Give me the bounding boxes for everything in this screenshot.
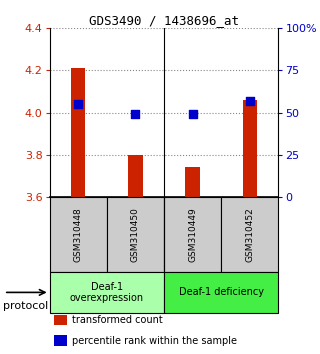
Bar xyxy=(243,100,257,197)
Bar xyxy=(54,315,67,325)
Text: Deaf-1
overexpression: Deaf-1 overexpression xyxy=(70,281,144,303)
Bar xyxy=(164,197,221,272)
Bar xyxy=(107,197,164,272)
Bar xyxy=(50,197,107,272)
Point xyxy=(247,98,252,104)
Title: GDS3490 / 1438696_at: GDS3490 / 1438696_at xyxy=(89,14,239,27)
Point xyxy=(133,112,138,117)
Bar xyxy=(221,197,278,272)
Point xyxy=(76,101,81,107)
Text: GSM310448: GSM310448 xyxy=(74,207,83,262)
Text: GSM310450: GSM310450 xyxy=(131,207,140,262)
Bar xyxy=(164,272,278,313)
Text: Deaf-1 deficiency: Deaf-1 deficiency xyxy=(179,287,264,297)
Text: percentile rank within the sample: percentile rank within the sample xyxy=(73,336,237,346)
Bar xyxy=(54,336,67,346)
Bar xyxy=(50,272,164,313)
Text: transformed count: transformed count xyxy=(73,315,163,325)
Bar xyxy=(128,155,142,197)
Bar xyxy=(186,167,200,197)
Text: GSM310452: GSM310452 xyxy=(245,207,254,262)
Text: GSM310449: GSM310449 xyxy=(188,207,197,262)
Bar xyxy=(71,68,85,197)
Point xyxy=(190,112,195,117)
Text: protocol: protocol xyxy=(3,301,48,311)
